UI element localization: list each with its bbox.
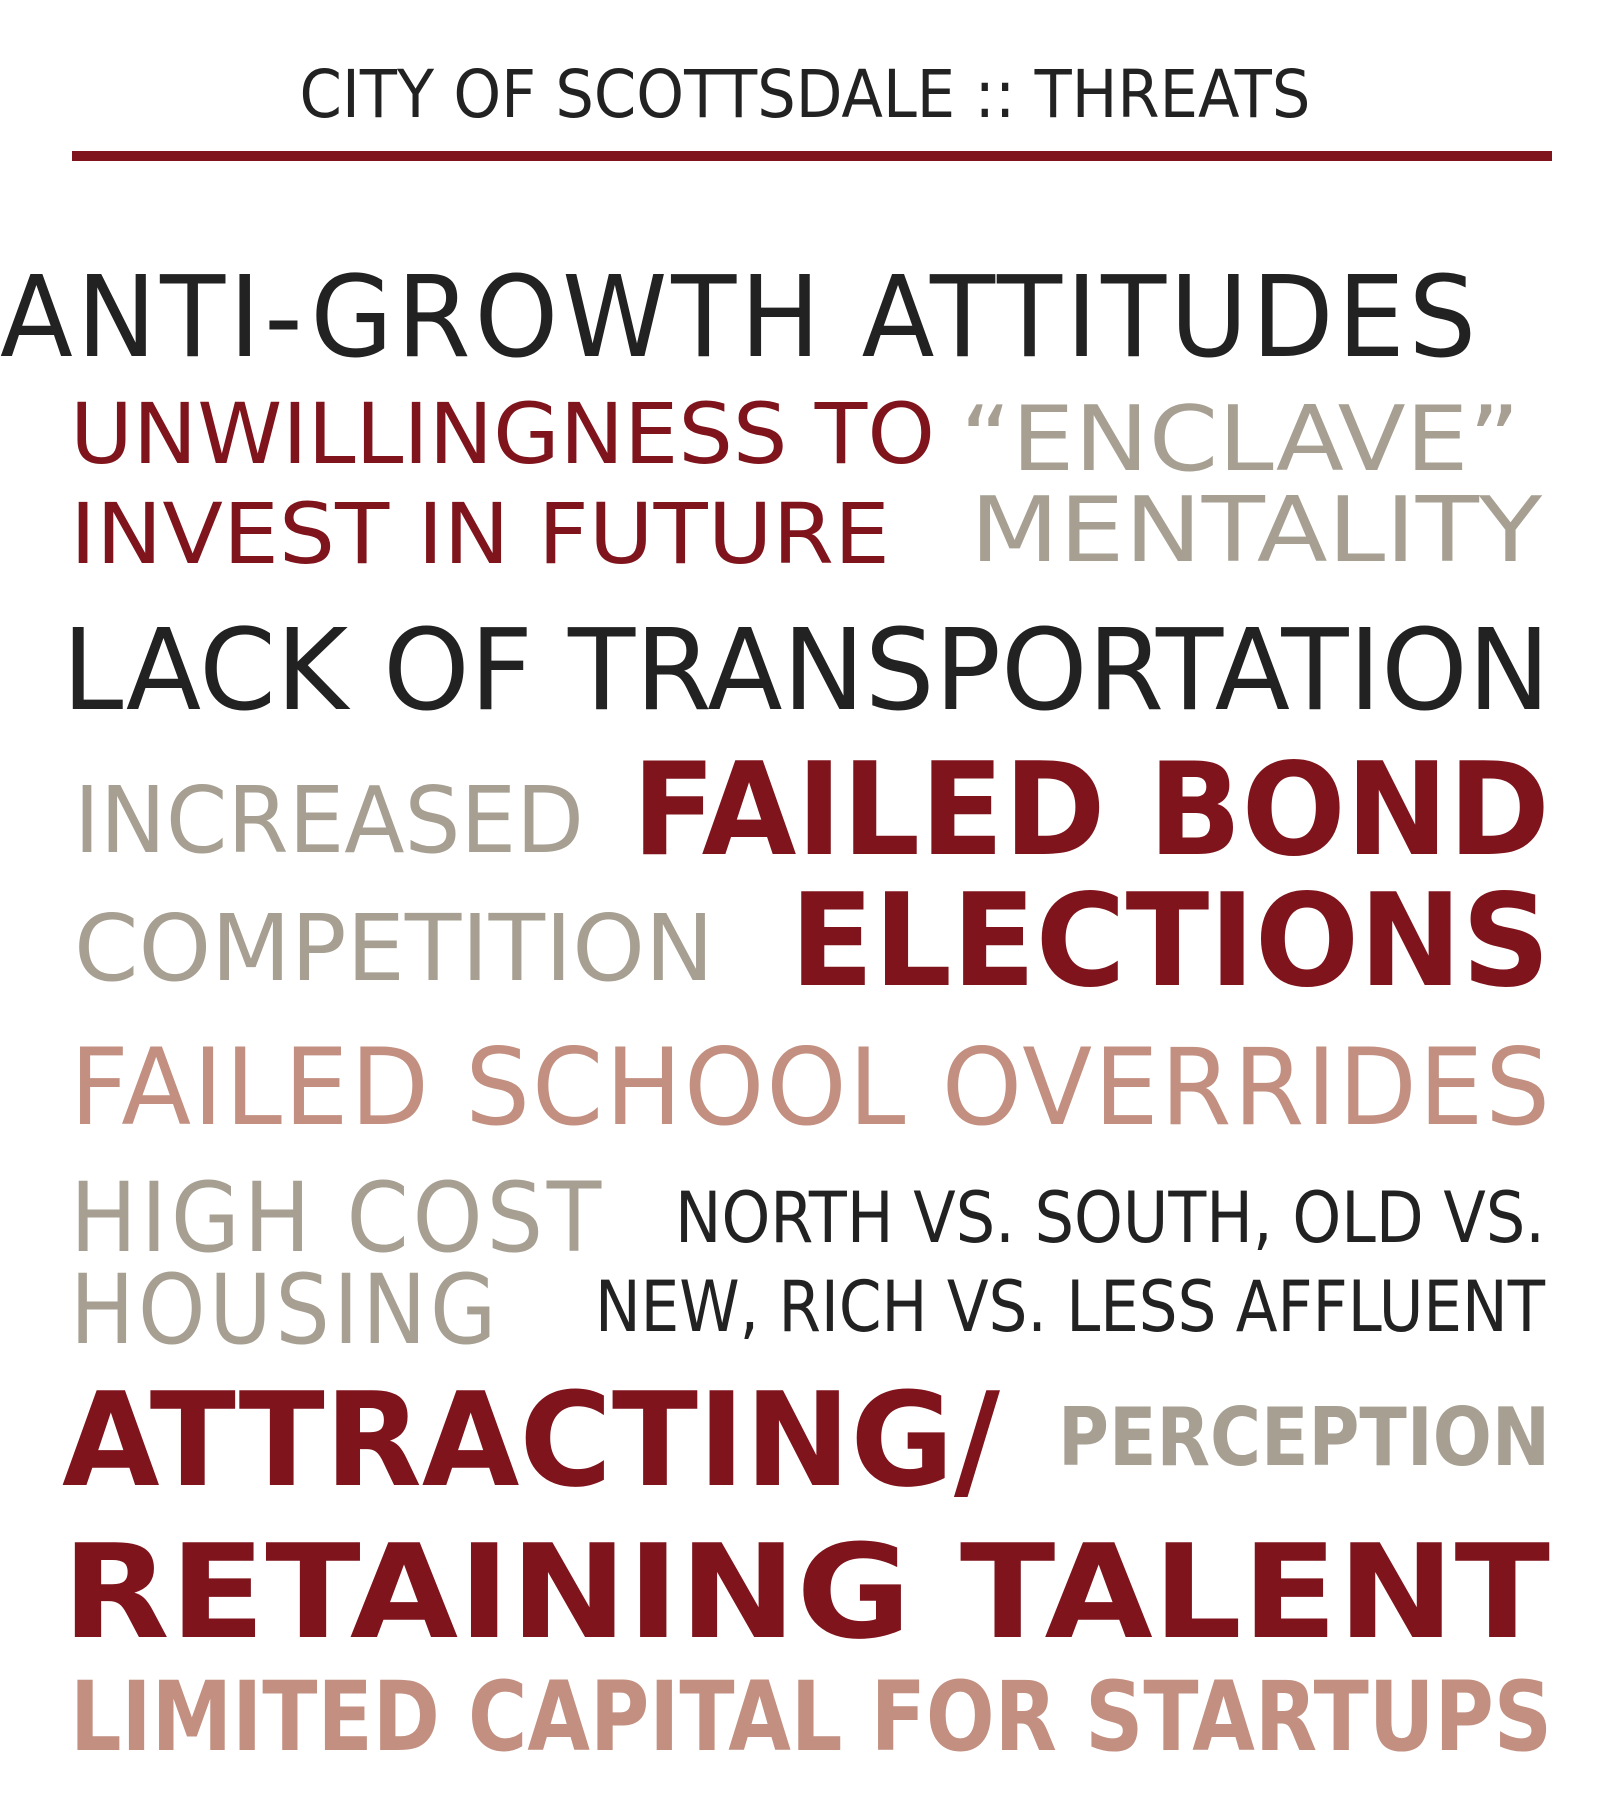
threat-enclave-line1: “ENCLAVE”	[960, 387, 1520, 492]
threat-unwillingness-line1: UNWILLINGNESS TO	[70, 385, 935, 483]
threat-divides-line2: NEW, RICH VS. LESS AFFLUENT	[595, 1266, 1545, 1348]
threat-transportation: LACK OF TRANSPORTATION	[62, 606, 1550, 736]
threat-unwillingness-line2: INVEST IN FUTURE	[70, 485, 890, 583]
threat-enclave-line2: MENTALITY	[970, 478, 1542, 583]
title-divider	[72, 151, 1552, 161]
threat-housing-line1: HIGH COST	[70, 1162, 605, 1274]
threat-perception: PERCEPTION	[1058, 1391, 1550, 1484]
threat-divides-line1: NORTH VS. SOUTH, OLD VS.	[675, 1177, 1545, 1259]
threat-anti-growth: ANTI-GROWTH ATTITUDES	[0, 253, 1480, 383]
threat-housing-line2: HOUSING	[70, 1254, 500, 1366]
threat-competition-line1: INCREASED	[74, 767, 584, 874]
threat-talent-line2: RETAINING TALENT	[62, 1516, 1550, 1668]
threat-failed-bond-line1: FAILED BOND	[632, 736, 1550, 885]
threat-failed-bond-line2: ELECTIONS	[790, 867, 1550, 1016]
threat-limited-capital: LIMITED CAPITAL FOR STARTUPS	[70, 1661, 1552, 1773]
threat-talent-line1: ATTRACTING/	[62, 1364, 1000, 1516]
page-title: CITY OF SCOTTSDALE :: THREATS	[299, 56, 1311, 133]
threat-competition-line2: COMPETITION	[74, 895, 714, 1002]
threat-school-overrides: FAILED SCHOOL OVERRIDES	[70, 1026, 1552, 1149]
